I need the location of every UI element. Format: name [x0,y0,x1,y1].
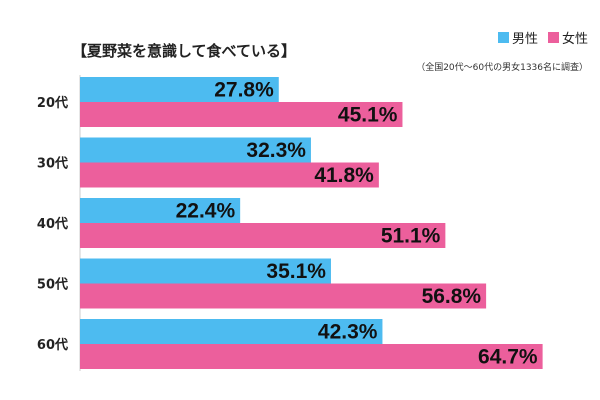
data-label: 22.4% [176,200,236,223]
data-label: 45.1% [338,104,398,127]
category-label: 30代 [37,156,68,172]
bar-male [80,319,383,344]
data-label: 64.7% [478,346,538,369]
category-label: 20代 [37,95,68,111]
bar-female [80,283,487,309]
category-label: 50代 [37,277,68,293]
bar-female [80,102,403,127]
bar-male [80,258,331,284]
data-label: 42.3% [318,321,378,344]
legend-item-female: 女性 [547,28,588,47]
data-label: 51.1% [381,225,441,248]
data-label: 32.3% [246,139,306,162]
data-label: 56.8% [422,285,482,308]
bar-male [80,77,279,102]
bar-female [80,344,543,369]
bar-male [80,198,241,223]
category-label: 60代 [37,337,68,353]
legend: 男性 女性 [497,28,588,47]
legend-item-male: 男性 [497,28,538,47]
legend-label-male: 男性 [511,32,538,47]
bar-female [80,223,446,248]
survey-note: （全国20代〜60代の男女1336名に調査） [416,63,588,73]
legend-swatch-female [547,32,559,43]
legend-swatch-male [497,32,509,43]
category-label: 40代 [37,216,68,232]
chart-title: 【夏野菜を意識して食べている】 [72,42,296,60]
data-label: 41.8% [314,164,374,187]
data-label: 27.8% [214,79,274,102]
bar-male [80,137,311,163]
legend-label-female: 女性 [561,32,588,47]
bar-female [80,162,379,188]
data-label: 35.1% [266,260,326,283]
